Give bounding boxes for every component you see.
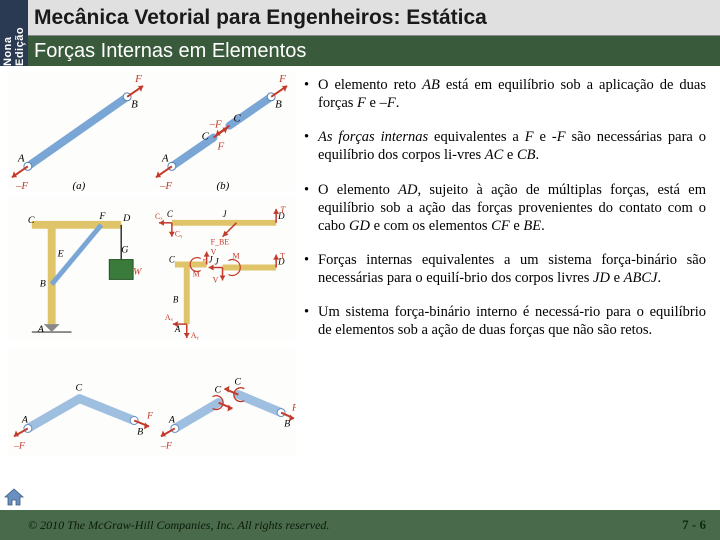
svg-text:B: B: [173, 294, 179, 304]
svg-text:Cₓ: Cₓ: [155, 212, 163, 221]
svg-text:B: B: [131, 99, 138, 111]
page-number: 7 - 6: [682, 517, 706, 533]
svg-text:–F: –F: [159, 180, 172, 191]
svg-text:(b): (b): [217, 180, 230, 191]
svg-text:C: C: [215, 385, 222, 396]
svg-text:F: F: [278, 73, 286, 85]
section-title-bar: Forças Internas em Elementos: [0, 36, 720, 66]
svg-text:C: C: [233, 113, 241, 125]
edition-tab: Nona Edição: [0, 0, 28, 66]
svg-text:M: M: [232, 252, 239, 261]
svg-text:G: G: [121, 245, 128, 256]
svg-text:C: C: [28, 215, 35, 226]
svg-text:J: J: [223, 209, 228, 219]
svg-text:C: C: [76, 383, 83, 394]
section-title: Forças Internas em Elementos: [34, 40, 306, 63]
svg-text:(a): (a): [73, 180, 86, 191]
svg-text:A: A: [17, 152, 25, 164]
figure-rod-ab: –F A F B (a) F B –F C: [8, 72, 296, 191]
book-title-bar: Mecânica Vetorial para Engenheiros: Está…: [0, 0, 720, 36]
svg-text:C: C: [234, 377, 241, 388]
svg-text:D: D: [122, 213, 131, 224]
footer-bar: © 2010 The McGraw-Hill Companies, Inc. A…: [0, 510, 720, 540]
svg-text:C: C: [202, 131, 210, 143]
svg-text:W: W: [133, 267, 143, 278]
svg-text:A: A: [21, 415, 29, 426]
svg-text:B: B: [40, 279, 46, 290]
svg-text:T: T: [280, 205, 286, 215]
svg-text:E: E: [57, 249, 64, 260]
book-title: Mecânica Vetorial para Engenheiros: Está…: [34, 6, 487, 30]
svg-text:C: C: [167, 209, 174, 219]
svg-text:Aₓ: Aₓ: [165, 313, 174, 322]
svg-text:V: V: [211, 248, 217, 257]
svg-text:–F: –F: [209, 119, 222, 131]
svg-text:F: F: [134, 73, 142, 85]
svg-text:–F: –F: [15, 180, 28, 191]
svg-text:F: F: [217, 140, 225, 152]
svg-text:B: B: [284, 419, 290, 430]
home-icon[interactable]: [4, 488, 24, 506]
bullet-list: O elemento reto AB está em equilíbrio so…: [304, 76, 706, 339]
svg-text:–F: –F: [160, 440, 173, 451]
bullet-item: O elemento AD, sujeito à ação de múltipl…: [304, 181, 706, 235]
figure-crane-ad: A B C D E F G W C D T Cₓ: [8, 197, 296, 341]
svg-text:B: B: [137, 427, 143, 438]
svg-text:A: A: [161, 152, 169, 164]
content-area: –F A F B (a) F B –F C: [0, 66, 720, 510]
svg-text:J: J: [215, 257, 220, 267]
svg-text:C: C: [169, 255, 176, 265]
svg-text:F: F: [146, 411, 154, 422]
svg-text:–F: –F: [13, 440, 26, 451]
svg-text:Cᵧ: Cᵧ: [175, 230, 183, 240]
copyright-text: © 2010 The McGraw-Hill Companies, Inc. A…: [28, 518, 329, 533]
svg-text:V: V: [213, 276, 219, 285]
svg-text:T: T: [280, 252, 285, 261]
bullet-item: Um sistema força-binário interno é neces…: [304, 303, 706, 339]
svg-text:F: F: [291, 403, 296, 414]
svg-text:F_BE: F_BE: [211, 238, 230, 247]
svg-text:Aᵧ: Aᵧ: [191, 331, 200, 341]
bullets-column: O elemento reto AB está em equilíbrio so…: [300, 66, 720, 510]
svg-text:A: A: [37, 324, 45, 335]
svg-text:F: F: [98, 211, 106, 222]
svg-text:M: M: [193, 270, 200, 279]
figures-column: –F A F B (a) F B –F C: [0, 66, 300, 510]
bullet-item: As forças internas equivalentes a F e -F…: [304, 128, 706, 164]
bullet-item: Forças internas equivalentes a um sistem…: [304, 251, 706, 287]
svg-text:B: B: [275, 99, 282, 111]
figure-bent-member: –F A F B C –F A C: [8, 347, 296, 456]
svg-text:A: A: [168, 415, 176, 426]
bullet-item: O elemento reto AB está em equilíbrio so…: [304, 76, 706, 112]
